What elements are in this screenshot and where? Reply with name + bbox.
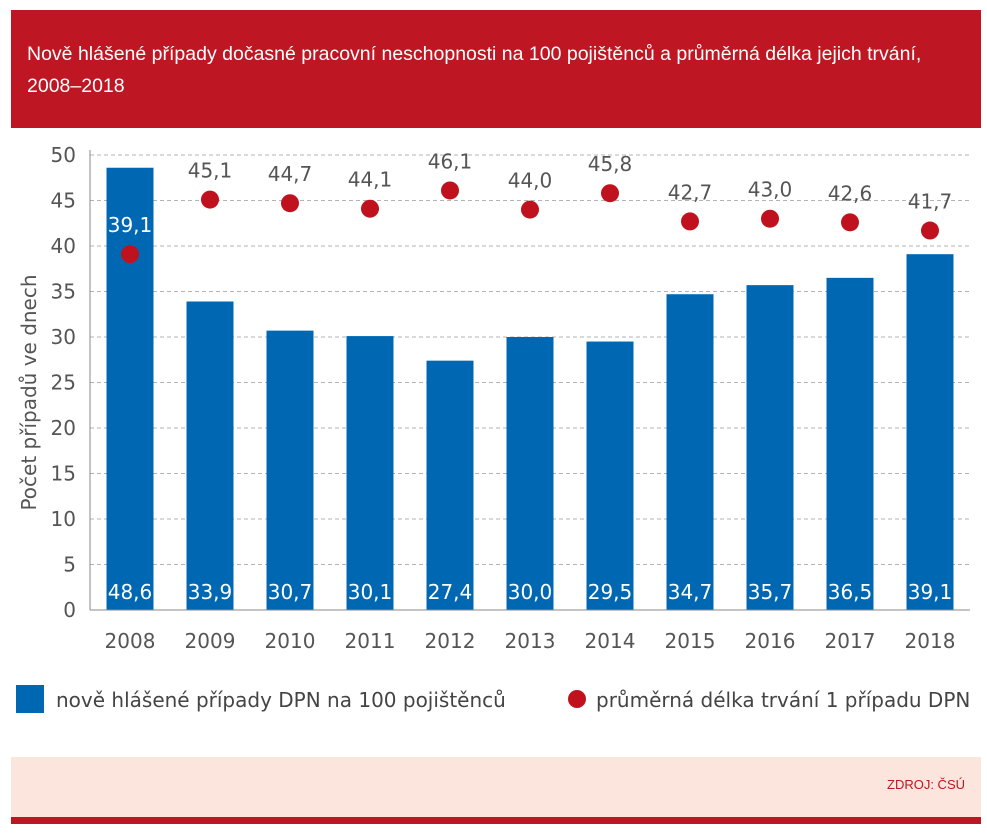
bar (346, 336, 394, 610)
x-tick-label: 2011 (345, 629, 396, 653)
bar (586, 341, 634, 610)
source-text: ZDROJ: ČSÚ (887, 777, 965, 792)
dot (361, 199, 379, 218)
bar-value-label: 39,1 (908, 580, 953, 604)
bar-value-label: 27,4 (428, 580, 473, 604)
bar-value-label: 33,9 (188, 580, 233, 604)
bar (426, 360, 474, 610)
dot-value-label: 45,8 (588, 152, 633, 176)
bar-value-label: 30,0 (508, 580, 553, 604)
labels: 48,6 39,1 33,9 45,1 30,7 44,7 30,1 44,1 27,4 46,1… (108, 149, 953, 604)
header-banner: Nově hlášené případy dočasné pracovní ne… (11, 10, 981, 128)
legend: nově hlášené případy DPN na 100 pojištěn… (16, 685, 970, 713)
dot-value-label: 46,1 (428, 149, 473, 173)
dot (201, 190, 219, 209)
y-tick-label: 25 (51, 371, 76, 395)
bar-value-label: 29,5 (588, 580, 633, 604)
bar-value-label: 30,7 (268, 580, 313, 604)
y-tick-label: 15 (51, 462, 76, 486)
y-tick-label: 5 (63, 553, 76, 577)
chart: 48,6 39,1 33,9 45,1 30,7 44,7 30,1 44,1 27,4 46,1… (16, 143, 970, 713)
y-tick-label: 35 (51, 280, 76, 304)
dot (841, 213, 859, 232)
dot (521, 200, 539, 219)
bars (106, 167, 954, 611)
dot (681, 212, 699, 231)
dot (281, 194, 299, 213)
dot (601, 184, 619, 203)
legend-bar-label: nově hlášené případy DPN na 100 pojištěn… (56, 688, 506, 712)
bar (746, 285, 794, 610)
x-tick-label: 2016 (745, 629, 796, 653)
bar-value-label: 34,7 (668, 580, 713, 604)
dot-value-label: 44,0 (508, 169, 553, 193)
bar (666, 294, 714, 610)
bar (266, 330, 314, 610)
dot-value-label: 41,7 (908, 190, 953, 214)
y-tick-label: 50 (51, 143, 76, 167)
bar-value-label: 48,6 (108, 580, 153, 604)
dots (121, 181, 939, 264)
dot-value-label: 44,7 (268, 162, 313, 186)
bar (106, 167, 154, 611)
x-tick-label: 2013 (505, 629, 556, 653)
bottom-bar (11, 817, 981, 824)
dot-value-label: 45,1 (188, 159, 233, 183)
axes: 0 5 10 15 20 25 30 35 40 45 50 Počet případů ve dne… (17, 143, 970, 653)
dot (921, 221, 939, 240)
x-tick-label: 2009 (185, 629, 236, 653)
bar (906, 254, 954, 610)
bar (186, 301, 234, 610)
x-tick-label: 2008 (105, 629, 156, 653)
y-tick-label: 45 (51, 189, 76, 213)
legend-dot-label: průměrná délka trvání 1 případu DPN (596, 688, 970, 712)
y-tick-label: 0 (63, 598, 76, 622)
bar (826, 277, 874, 610)
dot-value-label: 39,1 (108, 213, 153, 237)
y-tick-label: 30 (51, 325, 76, 349)
dot-value-label: 43,0 (748, 178, 793, 202)
dot (761, 209, 779, 228)
x-tick-label: 2018 (905, 629, 956, 653)
y-tick-label: 20 (51, 416, 76, 440)
dot (121, 245, 139, 264)
bar-value-label: 35,7 (748, 580, 793, 604)
dot-value-label: 44,1 (348, 168, 393, 192)
bar-value-label: 36,5 (828, 580, 873, 604)
legend-dot-swatch (568, 690, 586, 708)
dot-value-label: 42,7 (668, 180, 713, 204)
legend-bar-swatch (16, 685, 44, 713)
bar-value-label: 30,1 (348, 580, 393, 604)
x-tick-label: 2014 (585, 629, 636, 653)
x-tick-label: 2015 (665, 629, 716, 653)
dot (441, 181, 459, 200)
x-tick-label: 2012 (425, 629, 476, 653)
y-tick-label: 10 (51, 507, 76, 531)
x-tick-label: 2010 (265, 629, 316, 653)
footer: ZDROJ: ČSÚ (11, 757, 981, 817)
y-tick-label: 40 (51, 234, 76, 258)
x-tick-label: 2017 (825, 629, 876, 653)
chart-title: Nově hlášené případy dočasné pracovní ne… (27, 43, 922, 97)
bar (506, 337, 554, 610)
y-axis-label: Počet případů ve dnech (17, 274, 41, 510)
dot-value-label: 42,6 (828, 181, 873, 205)
